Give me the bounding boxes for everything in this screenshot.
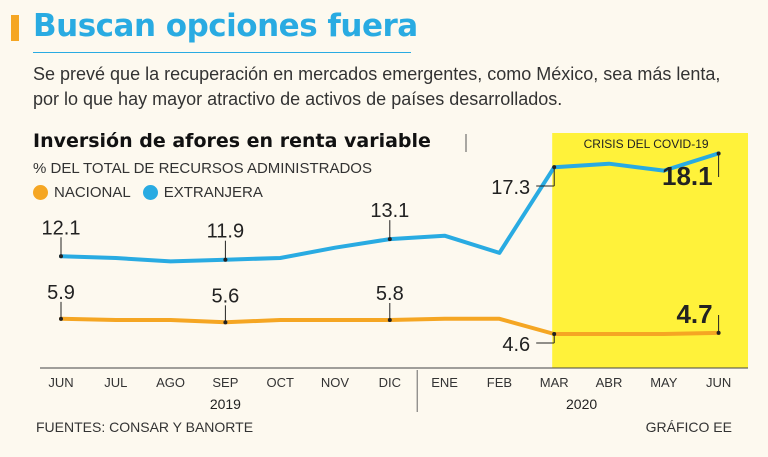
legend-label-nacional: NACIONAL xyxy=(54,184,131,201)
headline: Buscan opciones fuera xyxy=(33,8,418,44)
data-label: 13.1 xyxy=(370,200,409,222)
x-tick-label: FEB xyxy=(487,375,512,390)
legend-item-extranjera: EXTRANJERA xyxy=(142,184,263,201)
data-label: 5.6 xyxy=(211,285,239,307)
x-tick-label: MAR xyxy=(540,375,569,390)
x-tick-label: SEP xyxy=(212,375,238,390)
subtitle: Se prevé que la recuperación en mercados… xyxy=(33,64,721,109)
x-tick-label: AGO xyxy=(156,375,185,390)
x-tick-label: NOV xyxy=(321,375,350,390)
covid-highlight-label: CRISIS DEL COVID-19 xyxy=(584,137,709,151)
headline-accent-bar xyxy=(11,15,19,41)
data-label: 4.7 xyxy=(676,299,712,329)
covid-highlight-band xyxy=(552,133,748,368)
x-tick-label: JUN xyxy=(48,375,73,390)
source-note: FUENTES: CONSAR Y BANORTE xyxy=(36,419,254,435)
headline-rule xyxy=(33,52,411,53)
data-label: 18.1 xyxy=(662,161,713,191)
data-label: 4.6 xyxy=(502,334,530,356)
x-tick-label: OCT xyxy=(266,375,294,390)
x-tick-label: MAY xyxy=(650,375,678,390)
x-tick-label: ABR xyxy=(596,375,623,390)
data-label: 11.9 xyxy=(207,221,244,243)
year-label: 2019 xyxy=(210,396,241,412)
x-tick-label: ENE xyxy=(431,375,458,390)
graphic-credit: GRÁFICO EE xyxy=(645,419,732,435)
data-label: 5.9 xyxy=(47,282,75,304)
chart-title: Inversión de afores en renta variable xyxy=(33,130,431,152)
chart-unit-label: % DEL TOTAL DE RECURSOS ADMINISTRADOS xyxy=(33,160,372,177)
data-label: 12.1 xyxy=(42,217,81,239)
x-tick-label: DIC xyxy=(379,375,401,390)
legend-swatch-extranjera xyxy=(142,185,158,200)
legend-label-extranjera: EXTRANJERA xyxy=(163,184,263,201)
year-label: 2020 xyxy=(566,396,597,412)
data-label: 17.3 xyxy=(491,177,530,199)
legend-swatch-nacional xyxy=(33,185,48,200)
chart-legend: NACIONAL EXTRANJERA xyxy=(33,184,275,201)
x-tick-label: JUL xyxy=(104,375,127,390)
legend-item-nacional: NACIONAL xyxy=(33,184,131,201)
data-label: 5.8 xyxy=(376,283,404,305)
x-tick-label: JUN xyxy=(706,375,731,390)
